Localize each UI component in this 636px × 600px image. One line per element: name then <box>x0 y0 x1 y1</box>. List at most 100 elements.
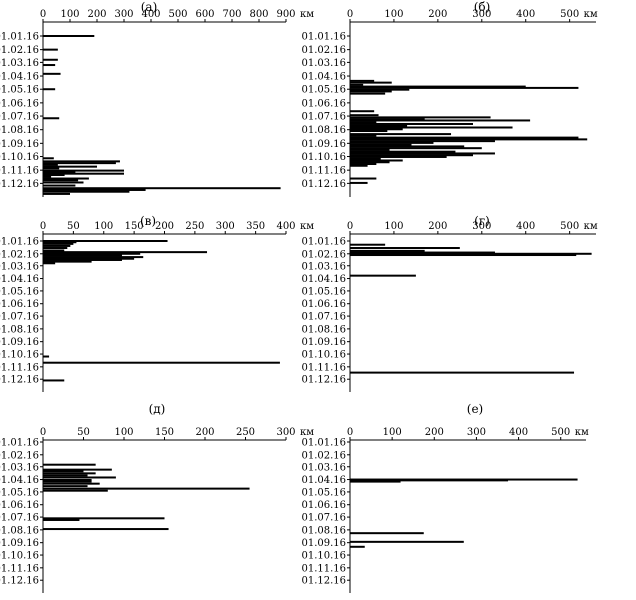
bar <box>43 262 56 265</box>
y-tick-label: 01.06.16 <box>301 98 346 109</box>
bar <box>350 119 531 122</box>
bar <box>43 256 144 259</box>
bar <box>350 161 390 164</box>
y-tick-label: 01.01.16 <box>0 237 39 248</box>
bar <box>43 474 88 477</box>
x-tick-label: 250 <box>185 221 204 232</box>
bar <box>350 79 375 82</box>
bar <box>43 241 77 244</box>
bar <box>43 187 281 190</box>
x-tick-label: 400 <box>509 427 528 438</box>
bar <box>350 143 412 146</box>
y-tick-label: 01.11.16 <box>0 362 39 373</box>
bar <box>43 175 52 178</box>
y-tick-label: 01.03.16 <box>301 261 346 272</box>
bar <box>43 171 76 174</box>
y-tick-label: 01.09.16 <box>301 538 346 549</box>
bar <box>350 110 375 113</box>
x-axis-unit: км <box>584 9 598 20</box>
bar <box>350 249 425 252</box>
y-tick-label: 01.10.16 <box>0 551 39 562</box>
x-tick-label: 200 <box>425 427 444 438</box>
bar <box>43 472 96 475</box>
bar <box>350 147 482 150</box>
x-tick-label: 100 <box>60 9 79 20</box>
bar <box>350 247 460 250</box>
bar <box>43 162 116 165</box>
y-tick-label: 01.12.16 <box>0 576 39 587</box>
bar <box>43 489 108 492</box>
y-tick-label: 01.08.16 <box>0 525 39 536</box>
bar <box>43 528 169 531</box>
x-tick-label: 150 <box>125 221 144 232</box>
x-tick-label: 400 <box>141 9 160 20</box>
bar <box>350 140 495 143</box>
y-tick-label: 01.08.16 <box>301 324 346 335</box>
y-tick-label: 01.06.16 <box>0 299 39 310</box>
bar <box>350 243 386 246</box>
x-tick-label: 800 <box>249 9 268 20</box>
bar <box>350 138 588 141</box>
y-tick-label: 01.09.16 <box>301 337 346 348</box>
y-tick-label: 01.03.16 <box>0 261 39 272</box>
x-tick-label: 200 <box>428 221 447 232</box>
y-tick-label: 01.01.16 <box>301 32 346 43</box>
y-tick-label: 01.11.16 <box>0 563 39 574</box>
panel-label: (д) <box>149 402 166 416</box>
bar <box>43 167 60 170</box>
y-tick-label: 01.12.16 <box>0 375 39 386</box>
y-tick-label: 01.01.16 <box>0 438 39 449</box>
y-tick-label: 01.07.16 <box>0 112 39 123</box>
bar <box>350 83 364 86</box>
bar <box>350 90 392 93</box>
x-tick-label: 200 <box>195 427 214 438</box>
bar <box>43 361 280 364</box>
bar <box>350 159 403 162</box>
bar <box>350 136 579 139</box>
bar <box>350 130 388 133</box>
x-tick-label: 100 <box>94 221 113 232</box>
bar <box>350 177 377 180</box>
y-tick-label: 01.07.16 <box>301 513 346 524</box>
y-tick-label: 01.12.16 <box>301 576 346 587</box>
y-tick-label: 01.04.16 <box>0 274 39 285</box>
bar <box>43 247 68 250</box>
y-tick-label: 01.04.16 <box>0 475 39 486</box>
panel-label: (а) <box>141 0 158 14</box>
x-tick-label: 300 <box>472 221 491 232</box>
y-tick-label: 01.06.16 <box>0 500 39 511</box>
bar <box>350 85 526 88</box>
x-tick-label: 100 <box>383 427 402 438</box>
bar <box>350 92 386 95</box>
y-tick-label: 01.02.16 <box>301 249 346 260</box>
y-tick-label: 01.02.16 <box>301 45 346 56</box>
bar <box>350 157 381 160</box>
bar <box>43 257 135 260</box>
y-tick-label: 01.11.16 <box>301 362 346 373</box>
x-tick-label: 0 <box>40 221 46 232</box>
y-tick-label: 01.02.16 <box>0 450 39 461</box>
x-tick-label: 250 <box>236 427 255 438</box>
y-tick-label: 01.05.16 <box>0 286 39 297</box>
x-axis-unit: км <box>300 427 314 438</box>
y-tick-label: 01.02.16 <box>0 249 39 260</box>
bar <box>350 88 410 91</box>
x-tick-label: 300 <box>114 9 133 20</box>
panel-label: (е) <box>467 402 483 416</box>
x-tick-label: 200 <box>155 221 174 232</box>
x-tick-label: 50 <box>77 427 90 438</box>
x-tick-label: 100 <box>384 221 403 232</box>
bar <box>43 242 74 245</box>
bar <box>43 169 124 172</box>
x-tick-label: 400 <box>516 9 535 20</box>
bar <box>43 252 141 255</box>
x-tick-label: 100 <box>114 427 133 438</box>
bar <box>350 81 392 84</box>
bar <box>43 192 70 195</box>
bar <box>43 240 168 242</box>
bar <box>350 152 495 155</box>
bar <box>43 117 60 120</box>
bar <box>350 254 577 257</box>
bar <box>43 177 89 180</box>
bar <box>43 478 92 481</box>
